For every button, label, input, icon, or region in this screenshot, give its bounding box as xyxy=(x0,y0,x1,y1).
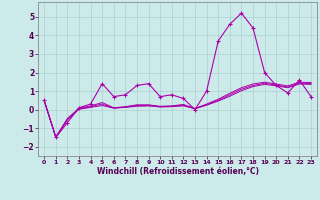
X-axis label: Windchill (Refroidissement éolien,°C): Windchill (Refroidissement éolien,°C) xyxy=(97,167,259,176)
